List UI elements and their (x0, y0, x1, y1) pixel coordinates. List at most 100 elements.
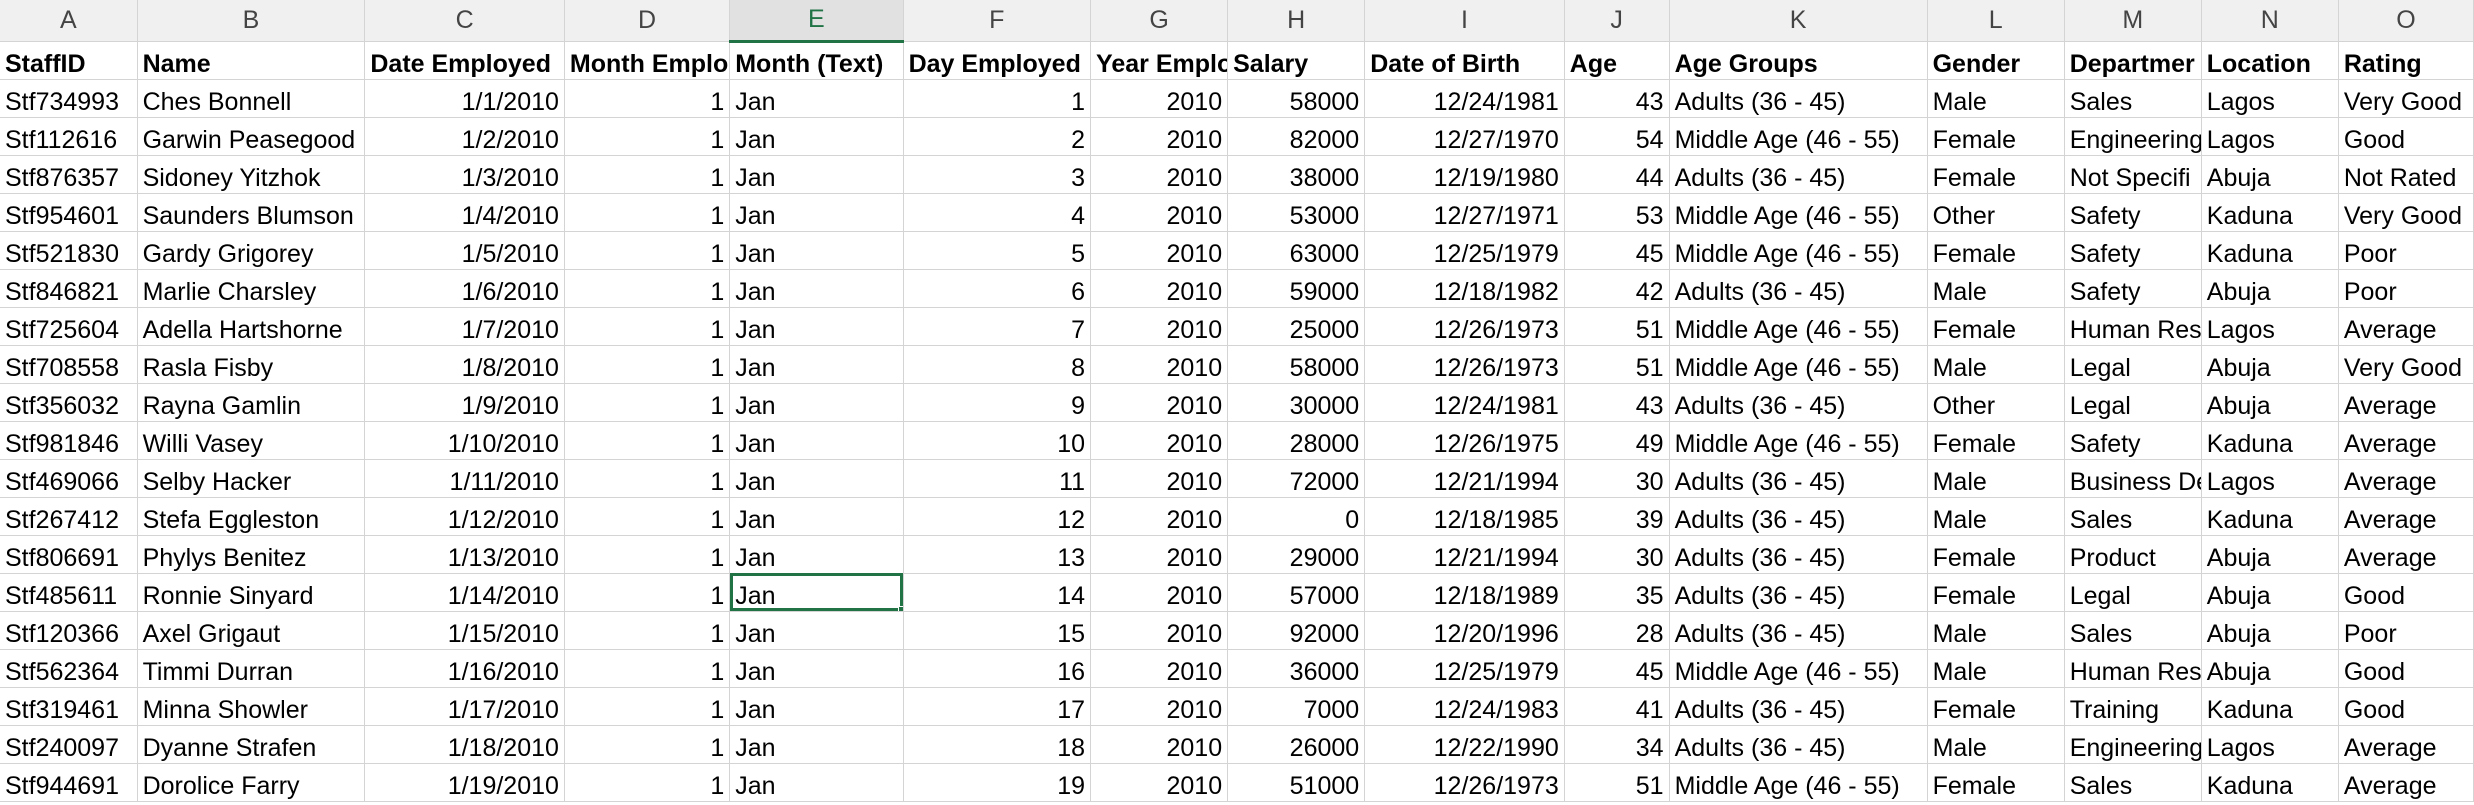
cell[interactable]: Adults (36 - 45) (1669, 535, 1928, 574)
cell[interactable]: Adults (36 - 45) (1669, 611, 1928, 650)
cell[interactable]: Adults (36 - 45) (1669, 459, 1928, 498)
cell[interactable]: Male (1927, 345, 2065, 384)
cell[interactable]: Good (2338, 649, 2474, 688)
cell[interactable]: Average (2338, 497, 2474, 536)
cell[interactable]: Selby Hacker (137, 459, 366, 498)
cell[interactable]: 6 (903, 269, 1092, 308)
cell[interactable]: Abuja (2201, 611, 2339, 650)
cell[interactable]: Very Good (2338, 79, 2474, 118)
active-cell[interactable]: Jan (729, 573, 904, 612)
cell[interactable]: Average (2338, 535, 2474, 574)
cell[interactable]: Human Res (2064, 307, 2202, 346)
cell[interactable]: 4 (903, 193, 1092, 232)
cell[interactable]: Stf846821 (0, 269, 138, 308)
cell[interactable]: 2010 (1090, 155, 1229, 194)
cell[interactable]: 15 (903, 611, 1092, 650)
cell[interactable]: 1/11/2010 (364, 459, 565, 498)
cell[interactable]: Male (1927, 611, 2065, 650)
cell[interactable]: 2010 (1090, 535, 1229, 574)
cell[interactable]: 1 (564, 687, 731, 726)
cell[interactable]: 0 (1227, 497, 1366, 536)
cell[interactable]: Kaduna (2201, 497, 2339, 536)
cell[interactable]: 34 (1564, 725, 1670, 764)
header-cell[interactable]: Date Employed (364, 41, 565, 80)
cell[interactable]: 58000 (1227, 345, 1366, 384)
cell[interactable]: 2 (903, 117, 1092, 156)
cell[interactable]: 12/18/1985 (1364, 497, 1565, 536)
column-header-n[interactable]: N (2201, 0, 2339, 42)
header-cell[interactable]: Month Emplo (564, 41, 731, 80)
cell[interactable]: Middle Age (46 - 55) (1669, 117, 1928, 156)
cell[interactable]: 1 (564, 763, 731, 802)
cell[interactable]: Jan (729, 459, 904, 498)
cell[interactable]: Safety (2064, 193, 2202, 232)
cell[interactable]: Stefa Eggleston (137, 497, 366, 536)
cell[interactable]: Lagos (2201, 117, 2339, 156)
cell[interactable]: 51 (1564, 307, 1670, 346)
cell[interactable]: Good (2338, 117, 2474, 156)
cell[interactable]: Middle Age (46 - 55) (1669, 421, 1928, 460)
cell[interactable]: 1/6/2010 (364, 269, 565, 308)
cell[interactable]: 14 (903, 573, 1092, 612)
cell[interactable]: 2010 (1090, 421, 1229, 460)
cell[interactable]: Female (1927, 307, 2065, 346)
cell[interactable]: 1 (564, 573, 731, 612)
cell[interactable]: Jan (729, 269, 904, 308)
cell[interactable]: Male (1927, 269, 2065, 308)
cell[interactable]: Legal (2064, 383, 2202, 422)
cell[interactable]: 12/27/1970 (1364, 117, 1565, 156)
cell[interactable]: 12/24/1981 (1364, 383, 1565, 422)
cell[interactable]: 30 (1564, 535, 1670, 574)
cell[interactable]: Middle Age (46 - 55) (1669, 307, 1928, 346)
cell[interactable]: Saunders Blumson (137, 193, 366, 232)
cell[interactable]: 1/2/2010 (364, 117, 565, 156)
cell[interactable]: 1/17/2010 (364, 687, 565, 726)
cell[interactable]: Stf806691 (0, 535, 138, 574)
column-header-d[interactable]: D (564, 0, 731, 42)
cell[interactable]: Product (2064, 535, 2202, 574)
cell[interactable]: 1/10/2010 (364, 421, 565, 460)
cell[interactable]: Average (2338, 383, 2474, 422)
cell[interactable]: 5 (903, 231, 1092, 270)
cell[interactable]: Stf112616 (0, 117, 138, 156)
header-cell[interactable]: Month (Text) (729, 41, 904, 80)
cell[interactable]: 2010 (1090, 763, 1229, 802)
cell[interactable]: 2010 (1090, 307, 1229, 346)
cell[interactable]: Good (2338, 687, 2474, 726)
cell[interactable]: Stf319461 (0, 687, 138, 726)
cell[interactable]: 16 (903, 649, 1092, 688)
header-cell[interactable]: Day Employed (903, 41, 1092, 80)
cell[interactable]: Abuja (2201, 649, 2339, 688)
cell[interactable]: Engineering (2064, 725, 2202, 764)
cell[interactable]: Poor (2338, 231, 2474, 270)
cell[interactable]: 1 (564, 459, 731, 498)
cell[interactable]: 2010 (1090, 269, 1229, 308)
cell[interactable]: Kaduna (2201, 687, 2339, 726)
cell[interactable]: 10 (903, 421, 1092, 460)
cell[interactable]: Stf240097 (0, 725, 138, 764)
cell[interactable]: Stf876357 (0, 155, 138, 194)
cell[interactable]: Jan (729, 649, 904, 688)
cell[interactable]: 12/20/1996 (1364, 611, 1565, 650)
cell[interactable]: 7000 (1227, 687, 1366, 726)
header-cell[interactable]: StaffID (0, 41, 138, 80)
cell[interactable]: Adults (36 - 45) (1669, 155, 1928, 194)
cell[interactable]: 49 (1564, 421, 1670, 460)
cell[interactable]: 51 (1564, 763, 1670, 802)
cell[interactable]: Average (2338, 421, 2474, 460)
cell[interactable]: 2010 (1090, 611, 1229, 650)
cell[interactable]: 1/12/2010 (364, 497, 565, 536)
cell[interactable]: Sales (2064, 763, 2202, 802)
cell[interactable]: Gardy Grigorey (137, 231, 366, 270)
column-header-o[interactable]: O (2338, 0, 2474, 42)
cell[interactable]: 92000 (1227, 611, 1366, 650)
cell[interactable]: Jan (729, 79, 904, 118)
cell[interactable]: Male (1927, 459, 2065, 498)
cell[interactable]: 2010 (1090, 383, 1229, 422)
column-header-f[interactable]: F (903, 0, 1092, 42)
cell[interactable]: Poor (2338, 269, 2474, 308)
cell[interactable]: 1/9/2010 (364, 383, 565, 422)
cell[interactable]: 2010 (1090, 497, 1229, 536)
cell[interactable]: Average (2338, 725, 2474, 764)
cell[interactable]: Sales (2064, 79, 2202, 118)
